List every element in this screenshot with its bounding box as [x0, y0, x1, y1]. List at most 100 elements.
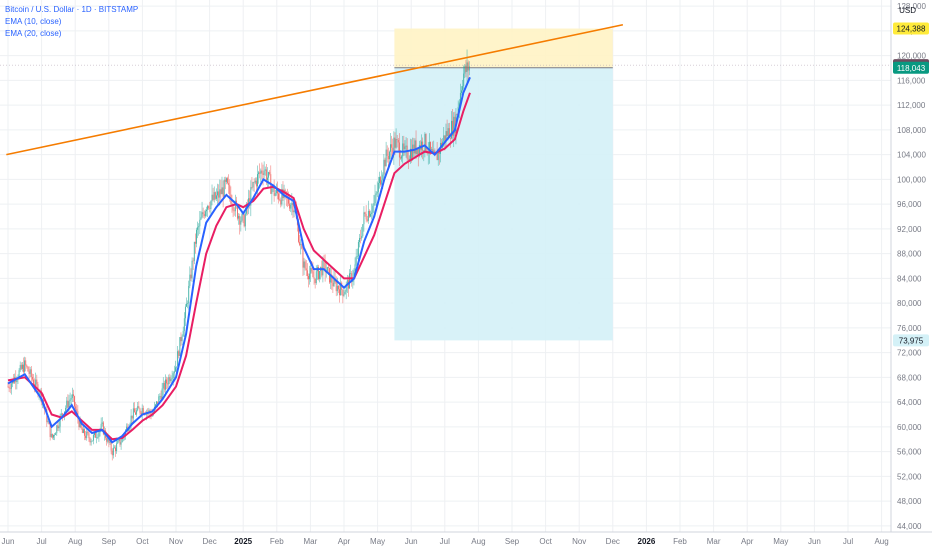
candle-body [363, 212, 365, 225]
candle-body [224, 179, 226, 182]
candle-body [414, 140, 416, 154]
price-label-bg [893, 61, 929, 74]
y-tick-label: 84,000 [897, 274, 922, 283]
x-tick-label: Oct [136, 537, 149, 546]
x-tick-label: Apr [741, 537, 754, 546]
candle-body [232, 205, 234, 211]
candle-body [79, 420, 81, 427]
candle-body [102, 422, 104, 435]
candle-body [159, 396, 161, 397]
candle-body [26, 365, 28, 367]
candle-body [383, 159, 385, 175]
candle-body [385, 149, 387, 167]
candle-body [204, 211, 206, 217]
currency-label[interactable]: USD [899, 6, 916, 15]
candle-body [319, 271, 321, 280]
candle-body [180, 337, 182, 342]
candle-body [133, 408, 135, 413]
candle-body [395, 139, 397, 148]
ema-fast-line [7, 76, 471, 444]
candle-body [60, 413, 62, 416]
candle-body [70, 398, 72, 400]
y-tick-label: 48,000 [897, 497, 922, 506]
candle-body [461, 90, 462, 93]
ema-fast-legend[interactable]: EMA (10, close) [5, 17, 62, 26]
candle-body [97, 437, 99, 438]
trendline[interactable] [6, 23, 624, 156]
candle-body [447, 128, 449, 136]
x-tick-label: Jun [405, 537, 418, 546]
position-zones[interactable] [394, 28, 613, 341]
x-tick-label: 2026 [638, 537, 656, 546]
trendline-layer[interactable] [6, 23, 624, 156]
candle-body [377, 182, 379, 192]
candle-body [465, 65, 467, 72]
candle-body [65, 407, 67, 412]
candle-body [25, 360, 27, 366]
candle-body [158, 396, 160, 405]
candle-body [238, 215, 240, 219]
candle-body [458, 102, 460, 107]
candle-body [59, 415, 61, 427]
candle-body [172, 373, 174, 379]
x-tick-label: Jul [36, 537, 46, 546]
price-axis-bg [891, 0, 932, 550]
candle-body [408, 158, 410, 160]
candle-body [437, 150, 439, 161]
ema-slow-legend[interactable]: EMA (20, close) [5, 29, 62, 38]
candle-body [466, 62, 468, 72]
candle-body [75, 406, 77, 410]
candle-body [126, 426, 128, 431]
candle-body [257, 174, 258, 187]
candle-body [293, 211, 295, 213]
candle-body [90, 441, 92, 443]
candle-body [208, 206, 210, 209]
candle-body [318, 266, 319, 280]
time-axis-bg [0, 532, 932, 550]
candle-body [416, 148, 418, 155]
candle-body [367, 210, 369, 221]
candle-body [194, 241, 196, 244]
x-tick-label: Feb [673, 537, 687, 546]
candle-body [378, 177, 380, 183]
candle-body [448, 128, 450, 138]
candle-body [253, 181, 255, 183]
candle-body [431, 149, 433, 150]
candle-body [261, 170, 263, 174]
candle-body [372, 205, 374, 213]
candle-body [362, 224, 364, 237]
candle-body [177, 351, 179, 367]
candle-body [313, 277, 315, 279]
candle-body [382, 174, 384, 181]
candle-body [263, 170, 265, 175]
candle-body [213, 192, 215, 200]
candle-body [244, 213, 246, 227]
candle-body [35, 379, 37, 386]
candle-body [269, 172, 271, 175]
candle-body [67, 400, 69, 408]
candle-body [300, 244, 302, 245]
candle-body [55, 433, 57, 435]
candle-body [424, 133, 426, 151]
candle-body [279, 199, 281, 201]
candles [7, 49, 470, 461]
candle-body [210, 201, 212, 209]
candle-body [360, 238, 362, 239]
candle-body [375, 193, 377, 196]
candle-body [268, 172, 270, 178]
candle-body [107, 437, 109, 442]
y-tick-label: 96,000 [897, 200, 922, 209]
candle-body [344, 291, 346, 295]
candle-body [164, 379, 166, 390]
candle-body [365, 213, 367, 220]
symbol-title[interactable]: Bitcoin / U.S. Dollar · 1D · BITSTAMP [5, 5, 139, 14]
x-tick-label: Aug [471, 537, 485, 546]
ema-lines [7, 76, 471, 444]
x-tick-label: Mar [304, 537, 318, 546]
candle-body [428, 141, 430, 154]
candle-body [267, 177, 268, 181]
y-tick-label: 76,000 [897, 324, 922, 333]
candle-body [174, 367, 176, 372]
